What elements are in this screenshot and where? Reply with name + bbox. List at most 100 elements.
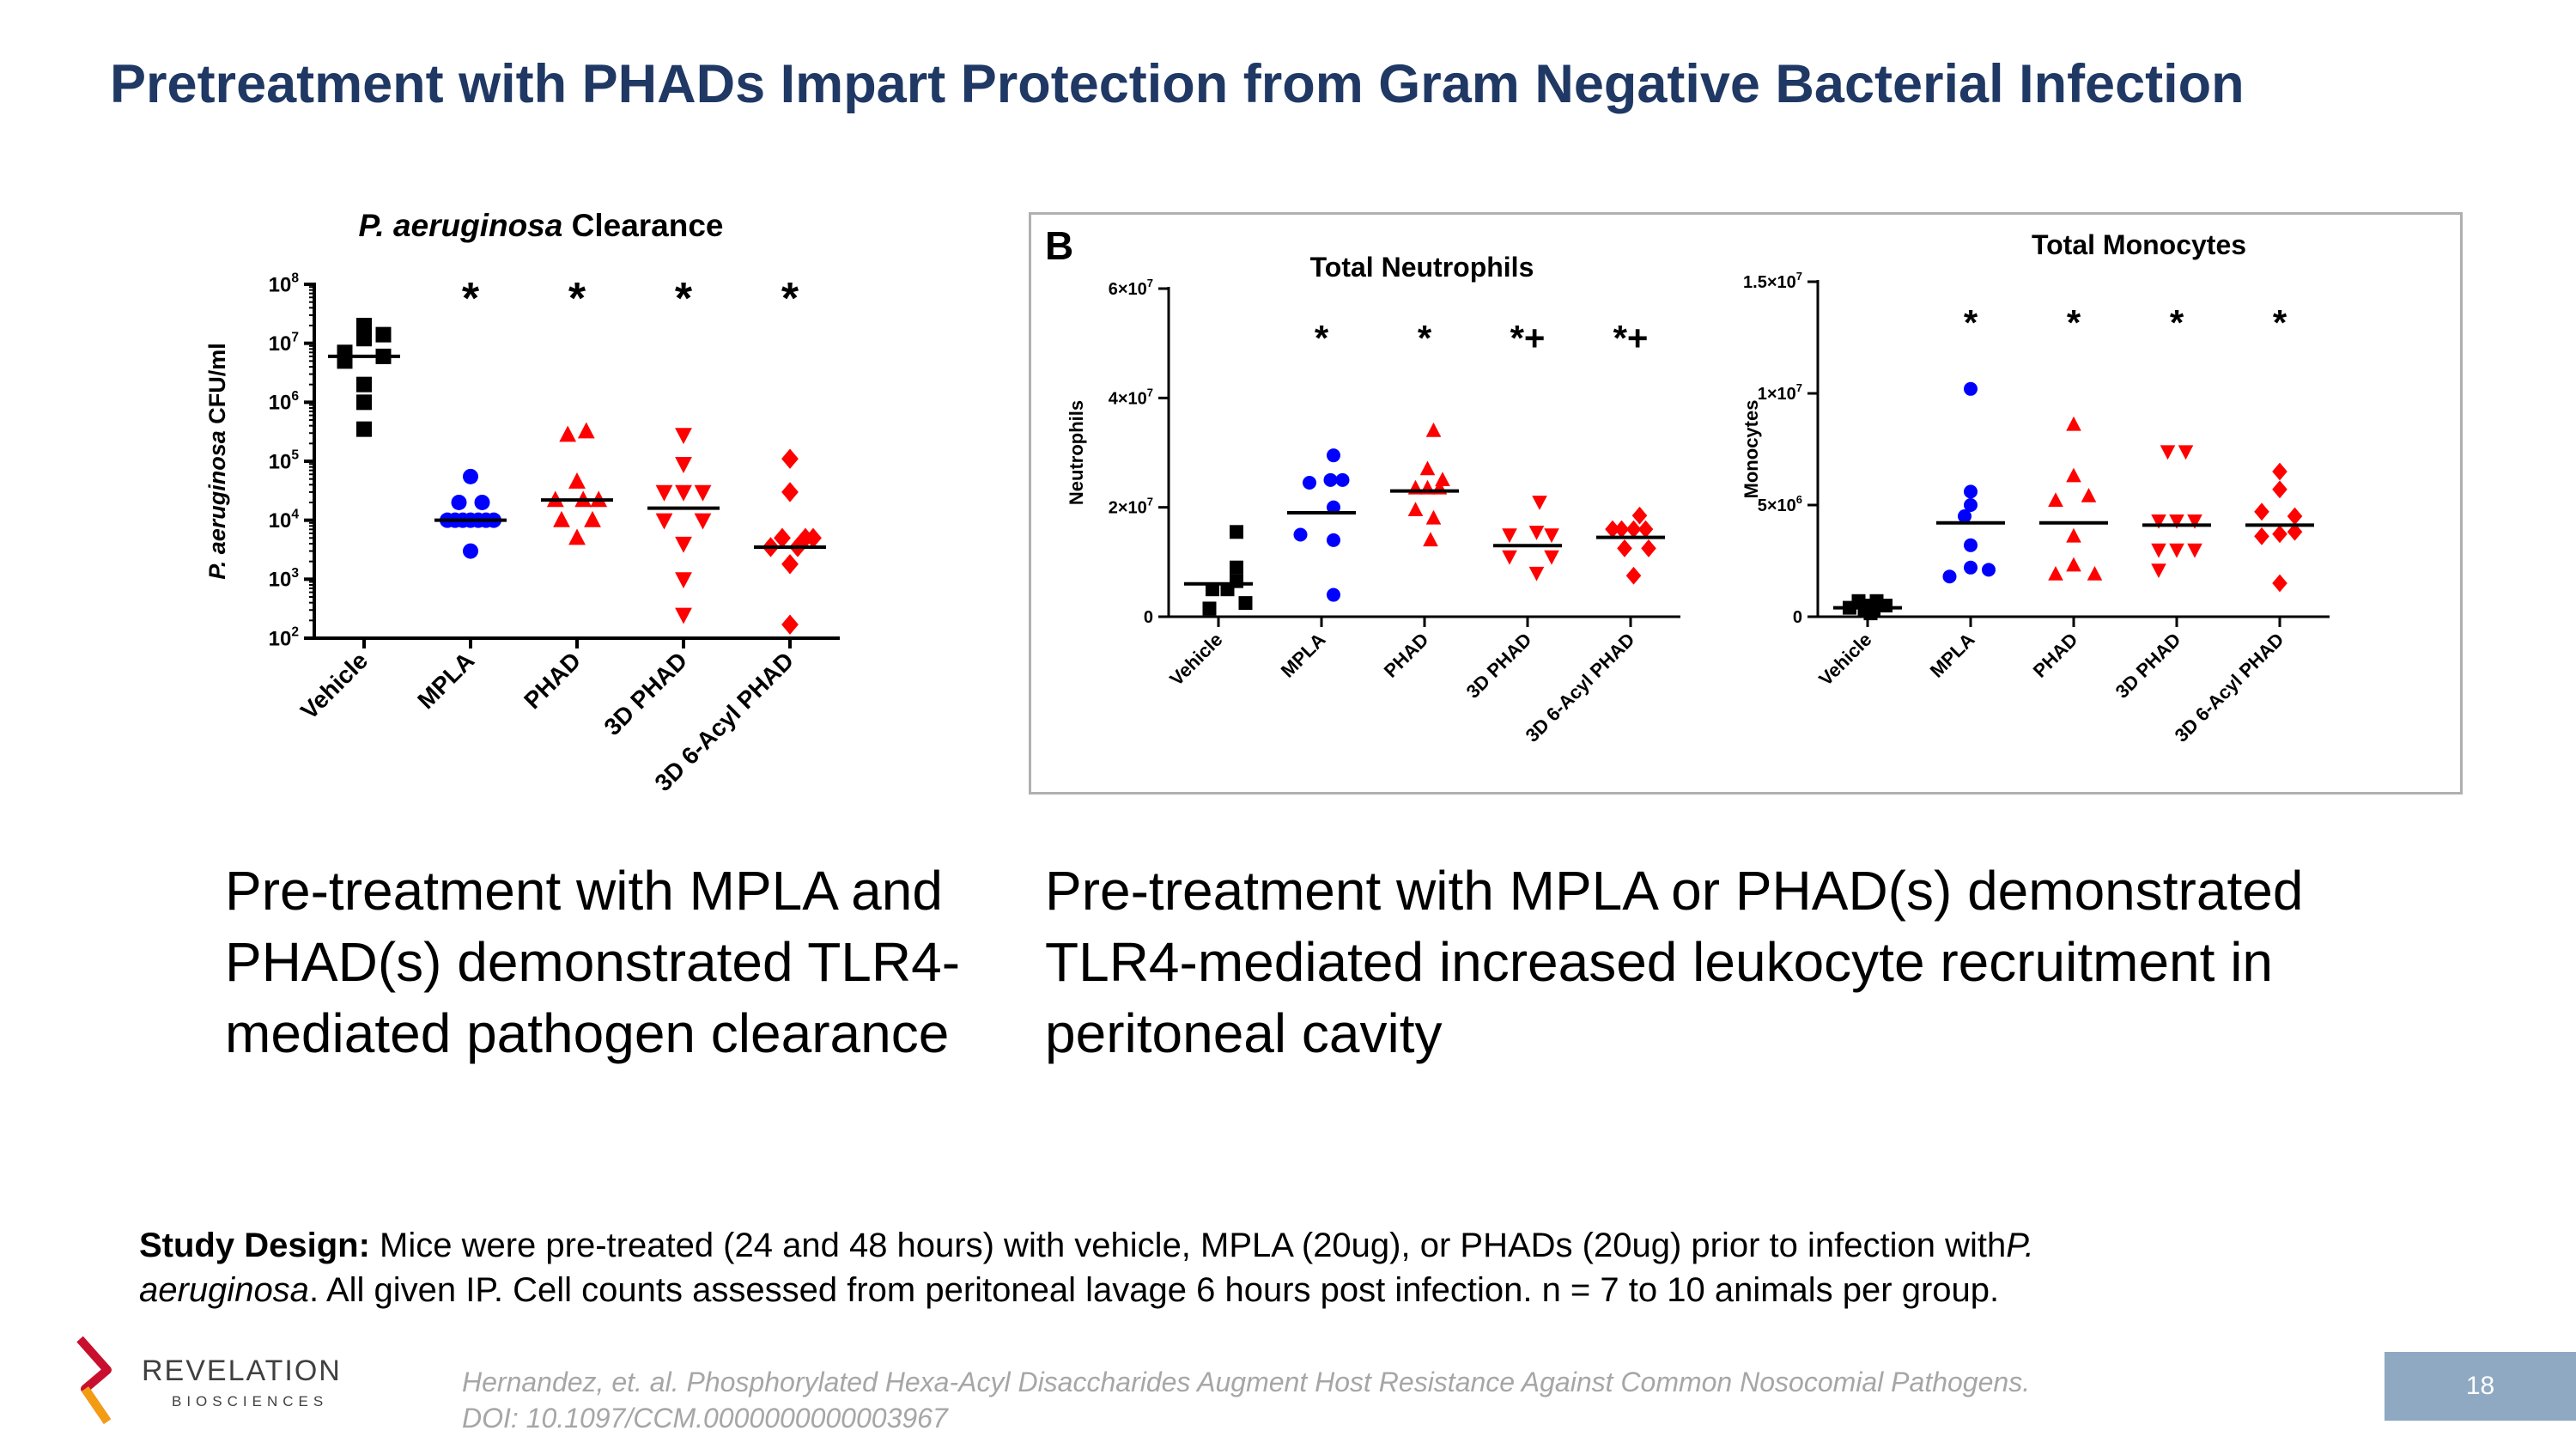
reference-line-2: DOI: 10.1097/CCM.0000000000003967 [462,1403,948,1434]
panel-b-frame: 0 2×107 4×107 6×107 Vehicle MPLA PHAD 3D PHAD 3D… [1029,212,2463,795]
clearance-point-3d-6-acyl-phad [781,448,799,469]
page-number: 18 [2385,1352,2576,1421]
clearance-point-phad [568,528,586,545]
neutrophils-point-3d-6-acyl-phad [1605,520,1620,539]
monocytes-x-label-vehicle: Vehicle [1814,629,1875,690]
clearance-series-mpla [434,468,507,559]
clearance-point-vehicle [356,331,372,347]
neutrophils-point-mpla [1335,472,1350,487]
clearance-y-tick-label: 106 [269,389,300,415]
neutrophils-point-3d-phad [1544,550,1559,565]
clearance-y-tick-label: 102 [269,625,300,651]
neutrophils-point-phad [1407,502,1424,517]
study-species-2: aeruginosa [139,1271,309,1309]
logo-sub: BIOSCIENCES [172,1393,328,1409]
clearance-point-3d-phad [675,484,692,502]
reference-line-1: Hernandez, et. al. Phosphorylated Hexa-A… [462,1367,2031,1397]
monocytes-point-phad [2066,467,2081,483]
monocytes-x-label-3d-phad: 3D PHAD [2111,629,2185,703]
monocytes-y-label: Monocytes [1741,400,1762,499]
monocytes-x-label-mpla: MPLA [1926,629,1979,682]
clearance-annotation-phad: * [568,274,586,324]
neutrophils-point-3d-6-acyl-phad [1625,520,1642,539]
clearance-y-label: P. aeruginosa CFU/ml [204,343,230,580]
neutrophils-point-mpla [1323,472,1338,487]
neutrophils-x-label-phad: PHAD [1380,629,1433,682]
clearance-point-phad [584,510,601,527]
monocytes-annotation-3d-6-acyl-phad: * [2273,302,2287,343]
neutrophils-point-mpla [1303,476,1316,490]
chart-monocytes: 0 5×106 1×107 1.5×107 Vehicle MPLA PHAD 3D PHAD… [1741,229,2330,746]
monocytes-point-3d-phad [2151,514,2166,529]
monocytes-series-phad [2039,416,2108,581]
monocytes-point-phad [2066,557,2081,572]
neutrophils-point-phad [1425,422,1442,437]
neutrophils-point-phad [1419,460,1436,476]
neutrophils-point-vehicle [1238,596,1253,611]
monocytes-y-tick-label: 5×106 [1758,493,1802,515]
neutrophils-point-3d-phad [1528,526,1545,540]
neutrophils-point-3d-phad [1502,528,1517,544]
neutrophils-x-label-3d-phad: 3D PHAD [1462,629,1536,703]
monocytes-point-3d-6-acyl-phad [2272,574,2287,593]
clearance-x-label-phad: PHAD [519,647,586,714]
monocytes-point-3d-phad [2169,543,2184,558]
neutrophils-point-phad [1435,472,1450,487]
clearance-y-tick-label: 103 [269,566,300,592]
clearance-point-3d-6-acyl-phad [781,614,799,635]
neutrophils-point-phad [1423,532,1438,547]
monocytes-point-mpla [1958,509,1971,523]
neutrophils-point-vehicle [1206,582,1219,597]
clearance-point-mpla [463,543,478,559]
clearance-title: P. aeruginosa Clearance [358,208,723,243]
reference: Hernandez, et. al. Phosphorylated Hexa-A… [462,1364,2265,1436]
monocytes-point-phad [2066,527,2081,543]
clearance-x-label-vehicle: Vehicle [295,647,373,724]
neutrophils-point-mpla [1293,527,1308,542]
clearance-point-phad [577,422,595,439]
clearance-point-phad [568,472,586,489]
study-design-label: Study Design: [139,1227,370,1264]
neutrophils-point-3d-6-acyl-phad [1641,539,1656,557]
clearance-y-tick-label: 105 [269,448,300,474]
monocytes-point-mpla [1964,484,1978,499]
monocytes-point-mpla [1964,498,1978,512]
clearance-x-label-3d-phad: 3D PHAD [598,647,692,740]
monocytes-point-3d-phad [2151,563,2166,578]
clearance-annotation-mpla: * [462,274,480,324]
monocytes-point-mpla [1964,381,1978,396]
chart-clearance: 102 103 104 105 106 107 108 Vehicle MPLA PHAD 3D P… [204,208,840,796]
monocytes-point-phad [2048,566,2063,581]
monocytes-series-3d-6-acyl-phad [2245,462,2314,593]
monocytes-point-phad [2048,492,2063,507]
monocytes-title: Total Monocytes [2032,229,2246,260]
clearance-point-3d-6-acyl-phad [781,482,799,502]
clearance-point-mpla [451,494,467,510]
neutrophils-point-3d-6-acyl-phad [1637,520,1654,539]
neutrophils-point-3d-phad [1502,550,1517,565]
clearance-y-tick-label: 104 [269,507,300,533]
monocytes-point-phad [2087,566,2103,581]
neutrophils-y-tick-label: 0 [1144,608,1153,627]
monocytes-point-3d-phad [2187,514,2202,529]
neutrophils-x-label-mpla: MPLA [1277,629,1330,682]
neutrophils-y-label: Neutrophils [1066,400,1087,505]
monocytes-annotation-3d-phad: * [2170,302,2184,343]
neutrophils-title: Total Neutrophils [1310,252,1534,283]
neutrophils-point-3d-6-acyl-phad [1625,566,1642,585]
neutrophils-point-vehicle [1220,582,1235,597]
clearance-series-3d-phad [647,428,720,624]
clearance-point-3d-phad [694,484,712,502]
neutrophils-y-tick-label: 4×107 [1109,386,1153,408]
neutrophils-point-phad [1425,509,1442,525]
neutrophils-series-3d-6-acyl-phad [1596,506,1665,585]
clearance-point-3d-phad [675,457,692,473]
clearance-point-vehicle [356,394,372,411]
clearance-point-vehicle [356,376,372,393]
neutrophils-series-3d-phad [1493,496,1562,581]
slide-title: Pretreatment with PHADs Impart Protectio… [110,54,2245,114]
clearance-point-3d-phad [655,484,673,502]
logo-name: REVELATION [142,1355,342,1387]
clearance-y-tick-label: 107 [269,330,299,356]
monocytes-point-vehicle [1879,599,1893,612]
